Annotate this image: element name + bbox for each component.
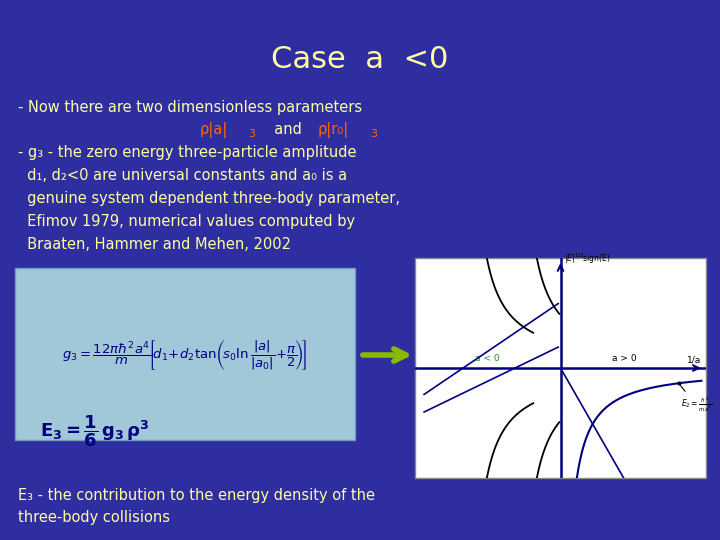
Text: - Now there are two dimensionless parameters: - Now there are two dimensionless parame… [18, 100, 362, 115]
Text: d₁, d₂<0 are universal constants and a₀ is a: d₁, d₂<0 are universal constants and a₀ … [18, 168, 347, 183]
Text: ρ|a|: ρ|a| [200, 122, 228, 138]
Bar [15, 268, 355, 440]
Text: and: and [265, 122, 311, 137]
Text: - g₃ - the zero energy three-particle amplitude: - g₃ - the zero energy three-particle am… [18, 145, 356, 160]
Text: $\mathbf{E_3 = \dfrac{1}{6}\,g_3\,\rho^3}$: $\mathbf{E_3 = \dfrac{1}{6}\,g_3\,\rho^3… [40, 413, 150, 449]
Text: $E_2=\frac{\hbar^2}{ma^2}$: $E_2=\frac{\hbar^2}{ma^2}$ [680, 386, 712, 414]
Text: Case  a  <0: Case a <0 [271, 45, 449, 74]
Text: 1/a: 1/a [687, 356, 701, 364]
Text: genuine system dependent three-body parameter,: genuine system dependent three-body para… [18, 191, 400, 206]
Text: $|E|^{1/2}$sign(E): $|E|^{1/2}$sign(E) [564, 251, 611, 266]
Text: ρ|r₀|: ρ|r₀| [318, 122, 349, 138]
Text: a > 0: a > 0 [612, 354, 636, 363]
Text: E₃ - the contribution to the energy density of the: E₃ - the contribution to the energy dens… [18, 488, 375, 503]
Text: a < 0: a < 0 [475, 354, 500, 363]
Text: Efimov 1979, numerical values computed by: Efimov 1979, numerical values computed b… [18, 214, 355, 229]
FancyArrowPatch shape [363, 349, 406, 361]
Text: Braaten, Hammer and Mehen, 2002: Braaten, Hammer and Mehen, 2002 [18, 237, 291, 252]
Text: 3: 3 [248, 129, 255, 139]
Text: three-body collisions: three-body collisions [18, 510, 170, 525]
Text: $g_3 = \dfrac{12\pi\hbar^2 a^4}{m}\!\left[\!d_1 \!+\! d_2\tan\!\left(\!s_0\ln\df: $g_3 = \dfrac{12\pi\hbar^2 a^4}{m}\!\lef… [63, 338, 307, 372]
Text: 3: 3 [370, 129, 377, 139]
Bar [415, 258, 706, 478]
